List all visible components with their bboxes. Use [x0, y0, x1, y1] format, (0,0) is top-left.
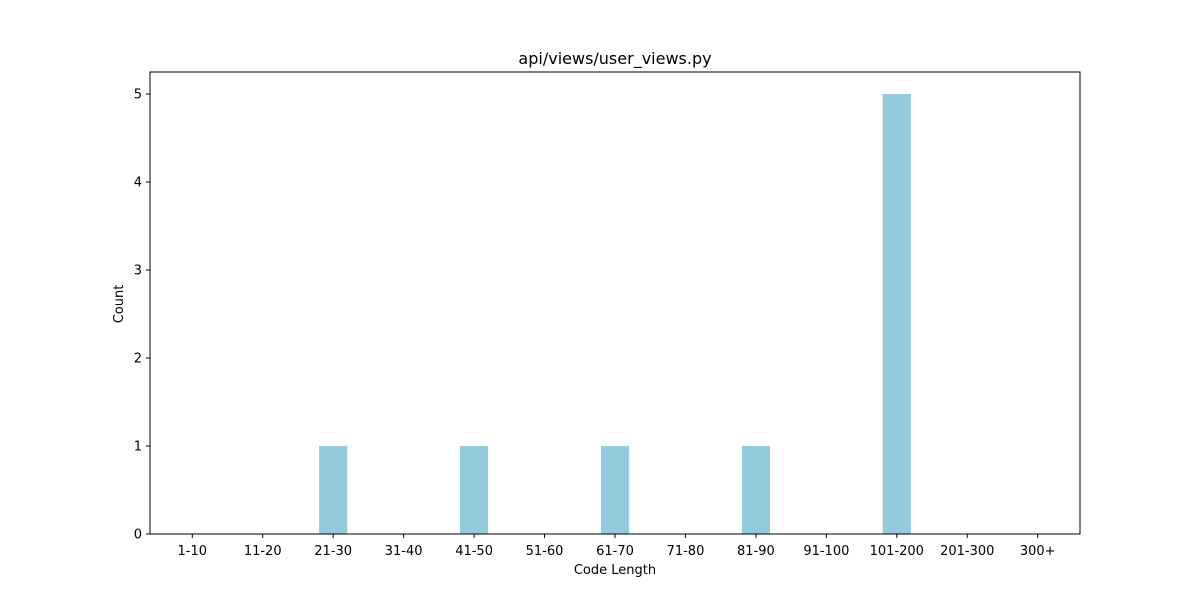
- x-tick-label: 1-10: [178, 544, 208, 559]
- y-tick-label: 1: [134, 440, 142, 455]
- x-tick-label: 11-20: [244, 544, 282, 559]
- x-tick-label: 101-200: [870, 544, 924, 559]
- y-axis-ticks: 0 1 2 3 4 5: [134, 88, 150, 543]
- y-tick-label: 0: [134, 528, 142, 543]
- y-tick-label: 2: [134, 352, 142, 367]
- x-tick-label: 51-60: [526, 544, 564, 559]
- x-axis-label: Code Length: [574, 563, 656, 578]
- y-tick-label: 3: [134, 264, 142, 279]
- y-tick-label: 4: [134, 176, 142, 191]
- bar-41-50: [460, 446, 489, 534]
- bars-group: [319, 94, 911, 534]
- x-tick-label: 21-30: [314, 544, 352, 559]
- x-tick-label: 201-300: [940, 544, 994, 559]
- bar-81-90: [741, 446, 770, 534]
- x-tick-label: 61-70: [596, 544, 634, 559]
- bar-61-70: [600, 446, 630, 534]
- bar-21-30: [319, 446, 348, 534]
- y-axis-label: Count: [112, 285, 127, 324]
- x-tick-label: 41-50: [455, 544, 493, 559]
- y-tick-label: 5: [134, 88, 142, 103]
- x-tick-label: 300+: [1020, 544, 1056, 559]
- x-tick-label: 81-90: [737, 544, 775, 559]
- chart-title: api/views/user_views.py: [518, 49, 711, 69]
- x-tick-label: 91-100: [803, 544, 849, 559]
- x-tick-label: 71-80: [667, 544, 705, 559]
- x-tick-label: 31-40: [385, 544, 423, 559]
- plot-area-frame: [149, 71, 1081, 535]
- bar-101-200: [882, 94, 911, 534]
- x-axis-ticks: 1-10 11-20 21-30 31-40 41-50 51-60 61-70 71-80 8…: [178, 534, 1056, 559]
